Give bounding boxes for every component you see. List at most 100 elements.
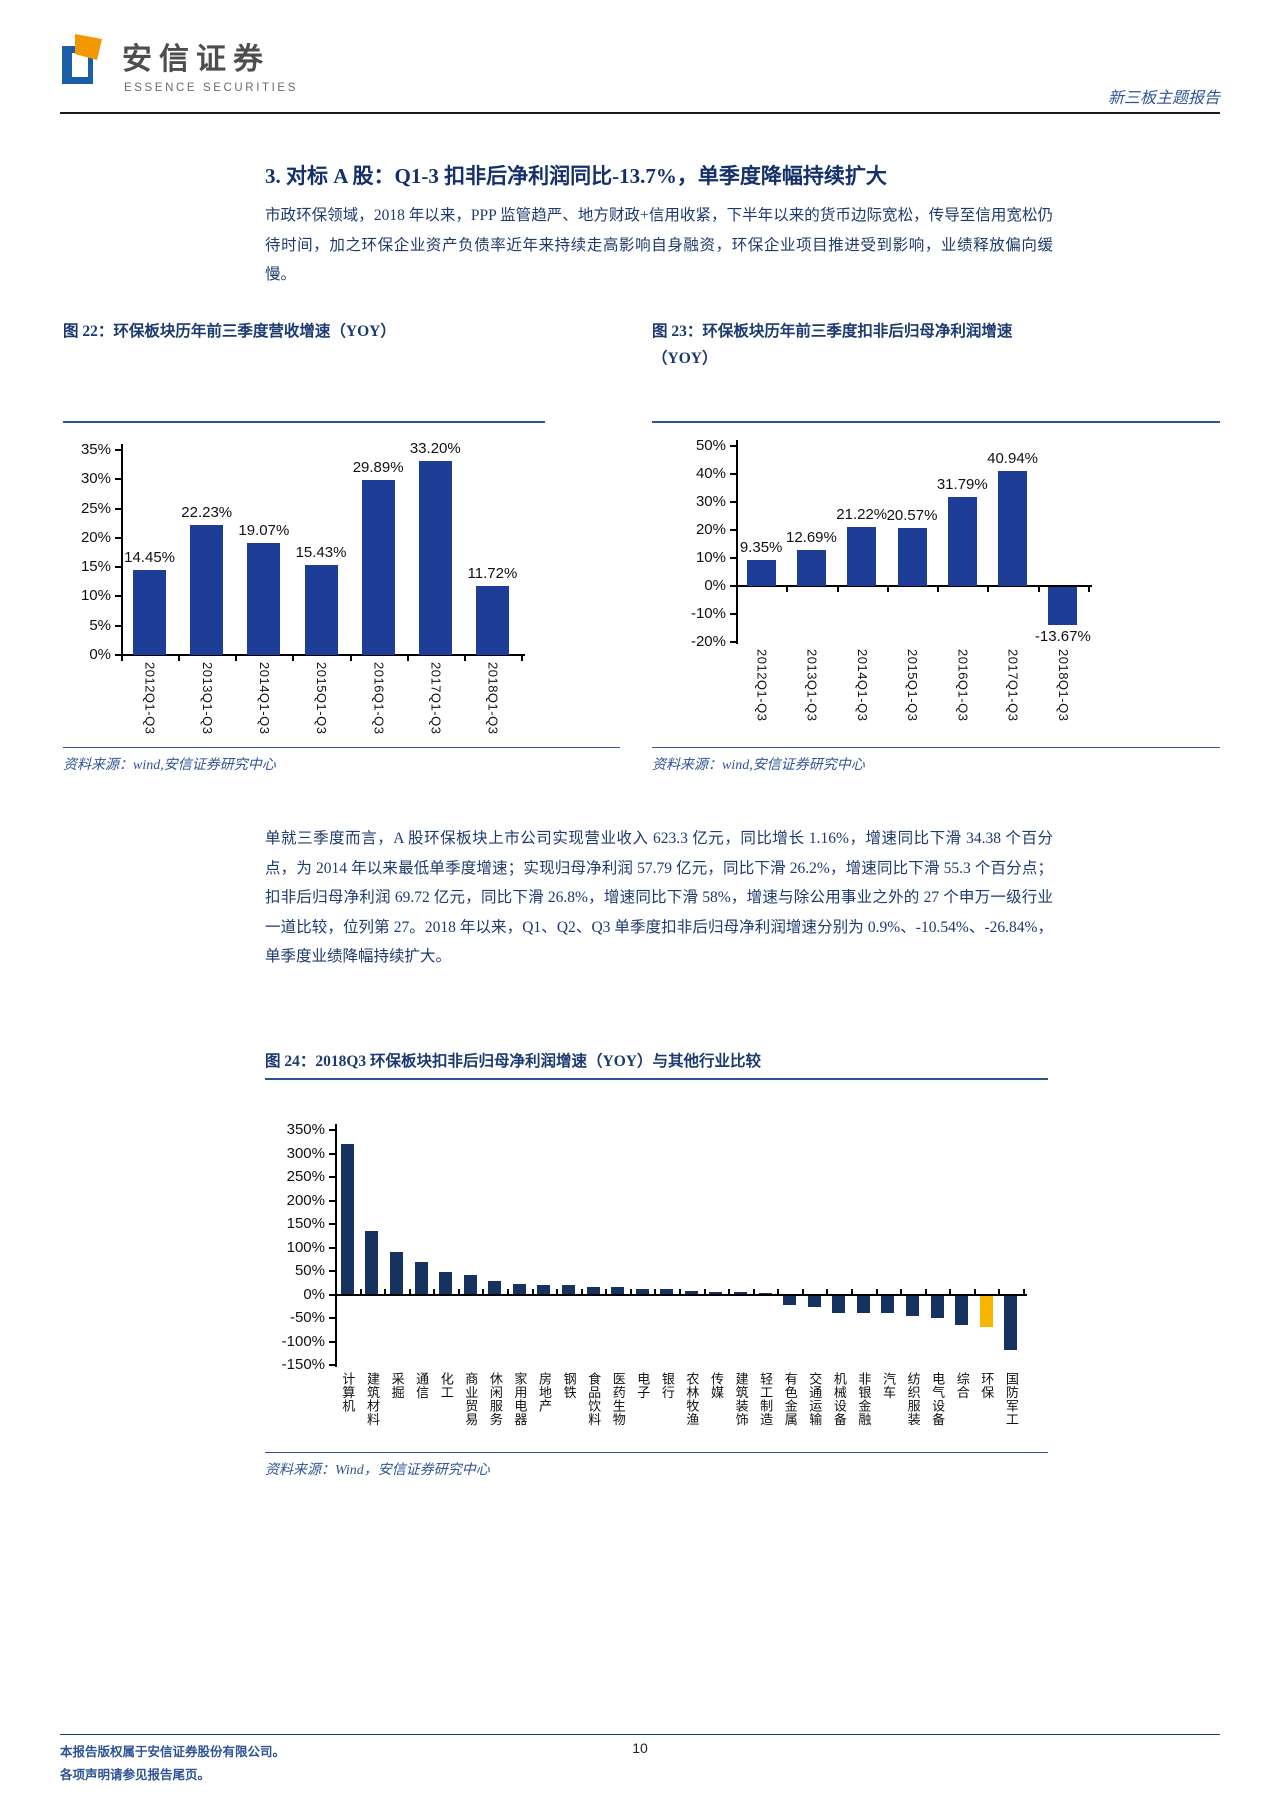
x-axis-label: 建筑材料 bbox=[364, 1372, 380, 1426]
x-axis-line bbox=[335, 1293, 1027, 1296]
y-axis-tick-label: 150% bbox=[286, 1215, 325, 1232]
x-axis-label: 2017Q1-Q3 bbox=[1005, 649, 1021, 722]
y-axis-tick-label: 300% bbox=[286, 1144, 325, 1162]
x-tick-mark bbox=[406, 656, 409, 661]
bar-value-label: 14.45% bbox=[124, 549, 175, 567]
x-tick-mark bbox=[987, 587, 990, 592]
bar bbox=[955, 1295, 969, 1326]
x-tick-mark bbox=[949, 1288, 952, 1294]
bar bbox=[684, 1290, 698, 1295]
x-axis-label: 电子 bbox=[635, 1372, 651, 1399]
y-tick-mark bbox=[115, 449, 121, 451]
y-tick-mark bbox=[115, 654, 121, 656]
bar-value-label: -13.67% bbox=[1034, 628, 1091, 646]
y-tick-mark bbox=[730, 641, 736, 643]
brand-name-en: ESSENCE SECURITIES bbox=[124, 82, 298, 94]
x-tick-mark bbox=[973, 1288, 976, 1294]
x-axis-label: 2015Q1-Q3 bbox=[314, 662, 330, 735]
x-axis-label: 2017Q1-Q3 bbox=[428, 662, 444, 735]
x-tick-mark bbox=[836, 587, 839, 592]
y-axis-tick-label: 35% bbox=[80, 441, 111, 458]
x-axis-label: 通信 bbox=[414, 1372, 430, 1399]
bar bbox=[512, 1283, 526, 1295]
header-brand: 安信证券 ESSENCE SECURITIES bbox=[60, 28, 620, 108]
x-tick-mark bbox=[433, 1288, 436, 1294]
fig24-source: 资料来源：Wind，安信证券研究中心 bbox=[265, 1463, 490, 1478]
y-tick-mark bbox=[115, 507, 121, 510]
y-axis-tick-label: -100% bbox=[281, 1332, 325, 1350]
y-tick-mark bbox=[730, 585, 736, 587]
footer-copyright: 本报告版权属于安信证券股份有限公司。 bbox=[60, 1745, 286, 1759]
essence-securities-logo-icon bbox=[60, 32, 108, 93]
x-axis-label: 休闲服务 bbox=[487, 1372, 503, 1426]
y-tick-mark bbox=[329, 1293, 335, 1296]
bar bbox=[847, 526, 877, 586]
bar bbox=[783, 1295, 797, 1305]
y-tick-mark bbox=[730, 529, 736, 531]
x-tick-mark bbox=[121, 656, 123, 661]
bar-value-label: 11.72% bbox=[467, 565, 518, 583]
y-axis-tick-label: 30% bbox=[80, 470, 111, 488]
y-tick-mark bbox=[730, 501, 736, 503]
bar bbox=[361, 479, 395, 655]
x-axis-label: 2016Q1-Q3 bbox=[371, 662, 387, 735]
y-tick-mark bbox=[115, 624, 121, 627]
bar bbox=[635, 1288, 649, 1295]
x-tick-mark bbox=[335, 1288, 337, 1294]
x-axis-label: 银行 bbox=[659, 1372, 675, 1399]
bar-value-label: 15.43% bbox=[295, 543, 347, 561]
x-axis-label: 2018Q1-Q3 bbox=[485, 662, 501, 735]
bar bbox=[905, 1295, 919, 1316]
bar bbox=[247, 543, 281, 655]
x-axis-label: 传媒 bbox=[708, 1372, 724, 1399]
bar bbox=[979, 1295, 993, 1327]
x-tick-mark bbox=[463, 656, 466, 661]
x-axis-label: 2012Q1-Q3 bbox=[142, 662, 158, 735]
x-tick-mark bbox=[482, 1288, 485, 1294]
x-tick-mark bbox=[937, 587, 940, 592]
bar bbox=[660, 1289, 674, 1295]
x-tick-mark bbox=[605, 1288, 608, 1294]
y-tick-mark bbox=[329, 1152, 335, 1155]
y-tick-mark bbox=[730, 445, 736, 447]
x-tick-mark bbox=[924, 1288, 927, 1294]
x-tick-mark bbox=[786, 587, 789, 592]
x-tick-mark bbox=[752, 1288, 755, 1294]
x-axis-label: 农林牧渔 bbox=[684, 1372, 700, 1426]
x-tick-mark bbox=[521, 656, 523, 661]
y-tick-mark bbox=[730, 557, 736, 559]
bar bbox=[758, 1292, 772, 1295]
x-tick-mark bbox=[875, 1288, 878, 1294]
x-axis-label: 非银金融 bbox=[856, 1372, 872, 1426]
fig23-title-line2: （YOY） bbox=[652, 350, 718, 367]
x-axis-label: 2018Q1-Q3 bbox=[1055, 649, 1071, 722]
x-axis-label: 食品饮料 bbox=[586, 1372, 602, 1426]
y-axis-tick-label: -10% bbox=[690, 605, 726, 622]
x-axis-label: 国防军工 bbox=[1003, 1372, 1019, 1426]
bar bbox=[190, 524, 224, 655]
bar bbox=[733, 1292, 747, 1295]
bar-value-label: 21.22% bbox=[836, 505, 888, 523]
y-tick-mark bbox=[329, 1246, 335, 1249]
x-axis-label: 2013Q1-Q3 bbox=[804, 649, 820, 722]
fig22-title: 图 22：环保板块历年前三季度营收增速（YOY） bbox=[63, 323, 396, 340]
y-axis-tick-label: 100% bbox=[286, 1238, 325, 1256]
bar bbox=[930, 1295, 944, 1318]
y-tick-mark bbox=[329, 1129, 335, 1131]
x-axis-label: 2012Q1-Q3 bbox=[754, 649, 770, 722]
x-tick-mark bbox=[654, 1288, 657, 1294]
fig22-bar-chart: 35% 30% 25% 20% 15% 10% 5% 0% 14.45% 2012Q1-Q3 22.… bbox=[63, 436, 545, 748]
x-axis-label: 机械设备 bbox=[831, 1372, 847, 1426]
bar bbox=[475, 586, 509, 655]
y-axis-tick-label: 50% bbox=[695, 437, 726, 454]
y-axis-tick-label: 50% bbox=[294, 1262, 325, 1279]
y-axis-tick-label: 10% bbox=[80, 587, 111, 605]
y-axis-tick-label: 250% bbox=[286, 1168, 325, 1185]
x-axis-line bbox=[736, 585, 1092, 587]
bar bbox=[414, 1262, 428, 1295]
bar bbox=[561, 1285, 575, 1295]
fig24-source-rule bbox=[265, 1452, 1048, 1453]
y-tick-mark bbox=[329, 1270, 335, 1272]
y-axis-tick-label: 15% bbox=[80, 558, 111, 576]
y-axis-tick-label: 350% bbox=[286, 1121, 325, 1138]
